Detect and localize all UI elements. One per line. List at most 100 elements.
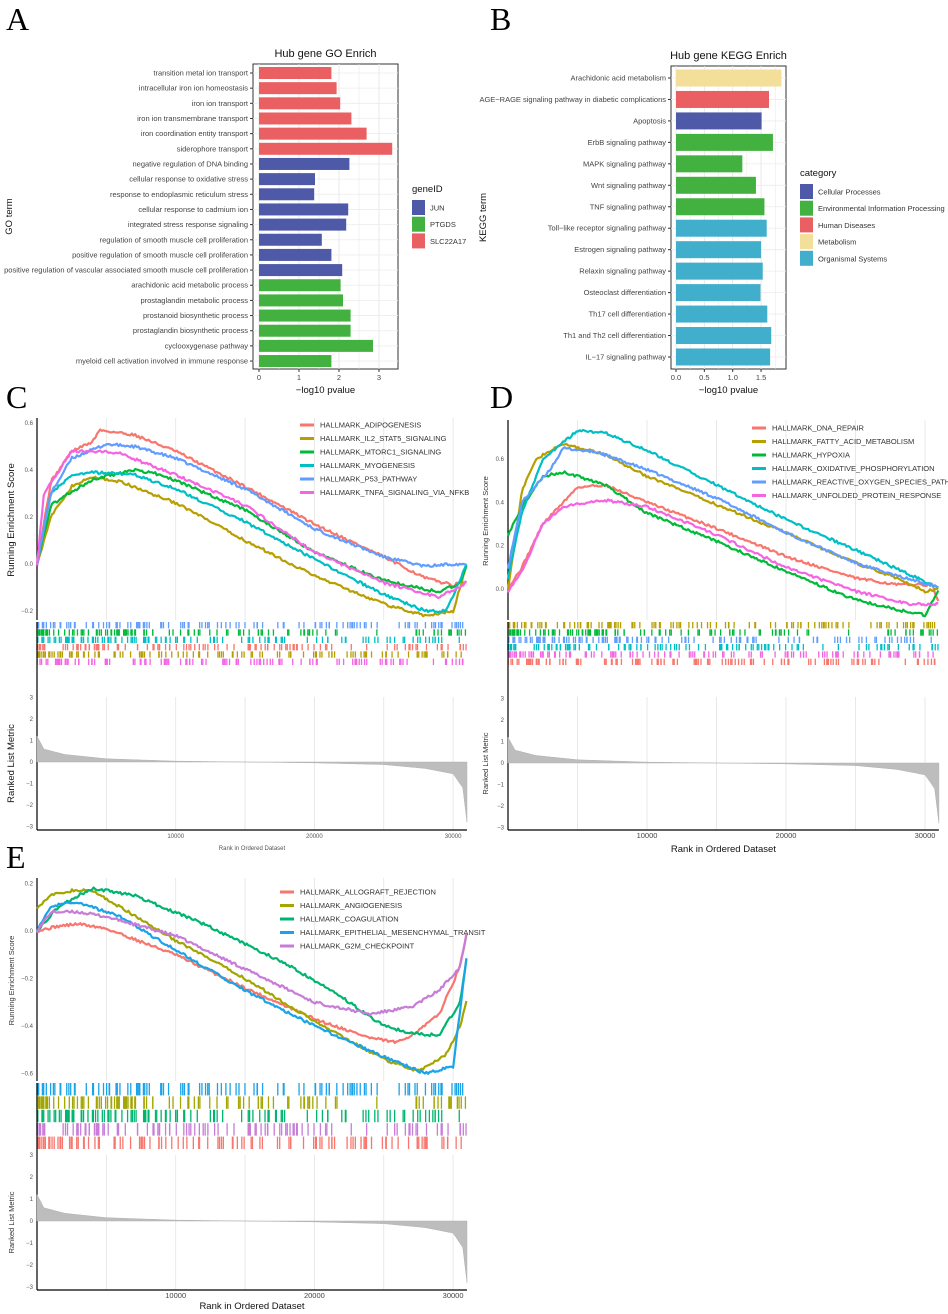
series-line xyxy=(507,498,939,607)
series-line xyxy=(36,922,468,1045)
category-label: prostaglandin metabolic process xyxy=(140,296,248,305)
series-line xyxy=(507,483,940,602)
legend-label: HALLMARK_REACTIVE_OXYGEN_SPECIES_PATHWAY xyxy=(772,478,948,487)
x-axis-label: Rank in Ordered Dataset xyxy=(671,844,776,855)
series-line xyxy=(35,467,468,594)
x-axis-label: Rank in Ordered Dataset xyxy=(199,1301,304,1312)
y-axis-label: KEGG term xyxy=(478,193,489,242)
bar xyxy=(676,176,756,194)
metric-tick-label: 0 xyxy=(501,761,505,767)
series-line xyxy=(35,448,467,600)
y-tick-label: −0.2 xyxy=(21,977,34,983)
x-tick-label: 0.5 xyxy=(699,373,709,382)
x-tick-label: 30000 xyxy=(443,1291,464,1300)
category-label: Th1 and Th2 cell differentiation xyxy=(563,331,666,340)
bar xyxy=(259,67,332,79)
category-label: Apoptosis xyxy=(633,116,666,125)
metric-axis-label: Ranked List Metric xyxy=(481,732,490,794)
x-tick-label: 30000 xyxy=(445,834,462,840)
series-line xyxy=(506,470,940,618)
legend-swatch xyxy=(800,234,813,250)
legend-label: HALLMARK_MTORC1_SIGNALING xyxy=(320,448,441,457)
y-axis-label: Running Enrichment Score xyxy=(481,476,490,566)
legend-label: HALLMARK_ALLOGRAFT_REJECTION xyxy=(300,888,436,897)
metric-tick-label: 2 xyxy=(501,718,505,724)
x-tick-label: 3 xyxy=(377,373,381,382)
y-tick-label: 0.0 xyxy=(25,929,34,935)
series-line xyxy=(35,475,468,618)
metric-tick-label: −1 xyxy=(497,783,505,789)
category-label: siderophore transport xyxy=(177,144,249,153)
bar xyxy=(676,284,761,302)
series-line xyxy=(35,470,468,614)
legend-swatch xyxy=(800,217,813,233)
legend-label: HALLMARK_EPITHELIAL_MESENCHYMAL_TRANSIT xyxy=(300,928,486,937)
metric-tick-label: 2 xyxy=(30,717,34,723)
series-line xyxy=(36,888,468,1072)
series-line xyxy=(35,901,468,1075)
series-line xyxy=(36,909,468,1017)
y-tick-label: 0.0 xyxy=(496,587,505,593)
metric-tick-label: −3 xyxy=(497,826,505,832)
bar xyxy=(676,90,769,108)
legend-label: PTGDS xyxy=(430,220,456,229)
legend-swatch xyxy=(412,200,425,215)
series-line xyxy=(36,886,468,1038)
category-label: Toll−like receptor signaling pathway xyxy=(548,224,666,233)
bar xyxy=(676,133,773,151)
legend-swatch xyxy=(800,200,813,216)
bar xyxy=(259,97,341,110)
series-line xyxy=(35,428,468,588)
x-tick-label: 10000 xyxy=(637,831,658,840)
chart-layer: transition metal ion transport intracellu… xyxy=(4,48,948,1312)
bar xyxy=(259,127,367,140)
x-tick-label: 2 xyxy=(337,373,341,382)
metric-tick-label: −3 xyxy=(26,1285,34,1291)
bar xyxy=(259,324,351,337)
legend-swatch xyxy=(412,233,425,249)
legend-label: Environmental Information Processing xyxy=(818,204,945,213)
x-axis-label: −log10 pvalue xyxy=(296,385,355,396)
legend-swatch xyxy=(800,250,813,266)
series-line xyxy=(35,442,467,568)
bar xyxy=(259,264,343,277)
category-label: positive regulation of vascular associat… xyxy=(4,266,248,275)
category-label: prostaglandin biosynthetic process xyxy=(133,326,248,335)
x-axis-label: Rank in Ordered Dataset xyxy=(219,846,286,852)
category-label: regulation of smooth muscle cell prolife… xyxy=(100,235,248,244)
bar xyxy=(259,188,315,201)
category-label: integrated stress response signaling xyxy=(128,220,248,229)
x-tick-label: 20000 xyxy=(304,1291,325,1300)
category-label: IL−17 signaling pathway xyxy=(585,352,666,361)
x-tick-label: 0 xyxy=(257,373,261,382)
legend-label: JUN xyxy=(430,204,445,213)
bar xyxy=(676,198,765,216)
x-tick-label: 1.0 xyxy=(727,373,737,382)
metric-tick-label: −2 xyxy=(26,803,34,809)
legend-label: HALLMARK_MYOGENESIS xyxy=(320,461,415,470)
category-label: Th17 cell differentiation xyxy=(589,310,666,319)
category-label: cellular response to cadmium ion xyxy=(138,205,248,214)
panel-letter-a: A xyxy=(6,1,29,37)
category-label: cellular response to oxidative stress xyxy=(129,175,248,184)
legend-swatch xyxy=(412,216,425,232)
ranked-metric-area xyxy=(36,736,468,823)
legend-label: HALLMARK_G2M_CHECKPOINT xyxy=(300,942,415,951)
bar xyxy=(676,241,762,259)
legend-label: HALLMARK_OXIDATIVE_PHOSPHORYLATION xyxy=(772,464,935,473)
category-label: myeloid cell activation involved in immu… xyxy=(76,357,248,366)
bar xyxy=(676,305,768,323)
metric-axis-label: Ranked List Metric xyxy=(6,724,17,803)
category-label: ErbB signaling pathway xyxy=(588,138,667,147)
legend-swatch xyxy=(800,184,813,199)
y-tick-label: −0.6 xyxy=(21,1072,34,1078)
legend-label: HALLMARK_FATTY_ACID_METABOLISM xyxy=(772,437,914,446)
bar xyxy=(676,327,772,345)
category-label: arachidonic acid metabolic process xyxy=(131,281,248,290)
y-tick-label: 0.4 xyxy=(496,500,505,506)
y-tick-label: 0.4 xyxy=(25,468,34,474)
metric-tick-label: 1 xyxy=(30,1197,34,1203)
category-label: intracellular iron ion homeostasis xyxy=(139,84,248,93)
x-tick-label: 0.0 xyxy=(671,373,681,382)
